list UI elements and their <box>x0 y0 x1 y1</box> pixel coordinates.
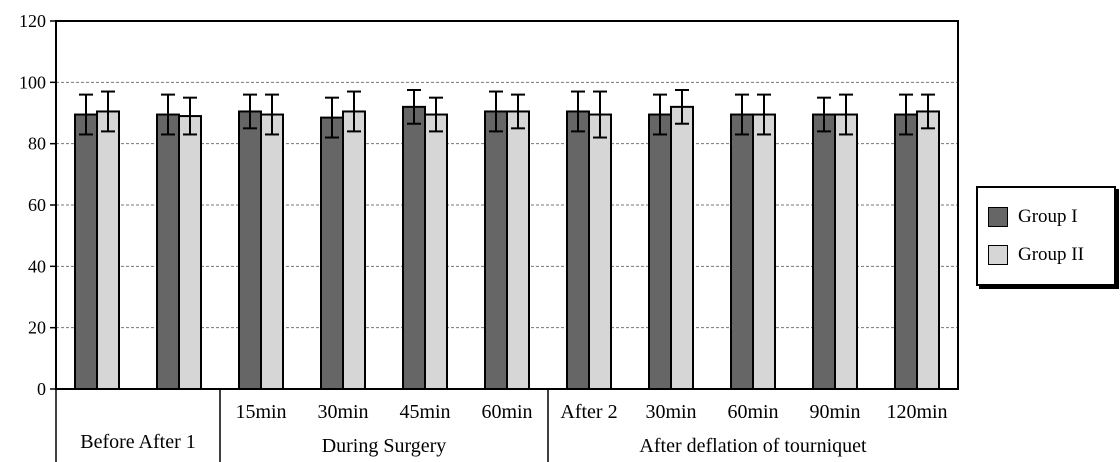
bar-group-1 <box>566 110 590 390</box>
category-label: 30min <box>317 401 368 423</box>
bar-group-2 <box>752 113 776 391</box>
bar-group-1 <box>238 110 262 390</box>
group-label: During Surgery <box>322 435 447 457</box>
bars <box>74 105 940 391</box>
category-label: 60min <box>727 401 778 423</box>
legend-swatch-group-2 <box>988 245 1008 265</box>
error-bar <box>79 93 93 136</box>
error-bar <box>675 89 689 125</box>
error-bar <box>101 90 115 133</box>
y-tick-label: 80 <box>28 134 46 154</box>
y-tick-label: 20 <box>28 318 46 338</box>
axes <box>55 20 959 462</box>
bar-group-2 <box>670 105 694 390</box>
legend-swatch-group-1 <box>988 207 1008 227</box>
category-label: Before After 1 <box>80 431 196 453</box>
category-label: 120min <box>886 401 947 423</box>
bar-group-2 <box>178 115 202 390</box>
category-label: 30min <box>645 401 696 423</box>
bar-group-1 <box>320 116 344 390</box>
y-axis-ticks: 0 20 40 60 80 100 120 <box>19 11 56 399</box>
bar-group-2 <box>834 113 858 391</box>
error-bar <box>429 96 443 133</box>
error-bar <box>265 93 279 136</box>
error-bar <box>489 90 503 133</box>
bar-group-1 <box>484 110 508 390</box>
legend: Group I Group II <box>976 186 1116 286</box>
legend-label-group-1: Group I <box>1018 206 1078 227</box>
error-bar <box>407 89 421 125</box>
bar-group-2 <box>424 113 448 391</box>
error-bar <box>735 93 749 136</box>
bar-group-2 <box>260 113 284 391</box>
error-bar <box>839 93 853 136</box>
error-bars <box>79 89 935 139</box>
bar-group-1 <box>156 113 180 391</box>
error-bar <box>183 96 197 136</box>
legend-item-group-1: Group I <box>988 206 1078 228</box>
bar-group-2 <box>588 113 612 391</box>
y-tick-label: 0 <box>37 379 46 399</box>
error-bar <box>161 93 175 136</box>
y-tick-label: 100 <box>19 72 46 92</box>
category-label: 15min <box>235 401 286 423</box>
category-label: 45min <box>399 401 450 423</box>
error-bar <box>899 93 913 136</box>
bar-group-2 <box>506 110 530 390</box>
y-tick-label: 40 <box>28 256 46 276</box>
error-bar <box>347 90 361 133</box>
bar-group-2 <box>342 110 366 390</box>
error-bar <box>243 93 257 130</box>
y-tick-label: 60 <box>28 195 46 215</box>
error-bar <box>511 93 525 130</box>
category-label: 60min <box>481 401 532 423</box>
error-bar <box>653 93 667 136</box>
error-bar <box>325 96 339 139</box>
category-labels: Before After 1 15min 30min 45min 60min After … <box>80 401 947 457</box>
error-bar <box>593 90 607 139</box>
bar-group-2 <box>96 110 120 390</box>
error-bar <box>571 90 585 133</box>
bar-group-1 <box>402 105 426 390</box>
bar-group-1 <box>812 113 836 391</box>
group-label: After deflation of tourniquet <box>639 435 867 457</box>
bar-group-2 <box>916 110 940 390</box>
error-bar <box>817 96 831 133</box>
legend-label-group-2: Group II <box>1018 244 1084 265</box>
y-tick-label: 120 <box>19 11 46 31</box>
error-bar <box>757 93 771 136</box>
bar-group-1 <box>74 113 98 391</box>
error-bar <box>921 93 935 130</box>
bar-group-1 <box>730 113 754 391</box>
bar-group-1 <box>648 113 672 391</box>
legend-item-group-2: Group II <box>988 244 1084 266</box>
category-label: After 2 <box>560 401 617 423</box>
bar-group-1 <box>894 113 918 391</box>
plot-frame <box>55 20 959 390</box>
category-label: 90min <box>809 401 860 423</box>
